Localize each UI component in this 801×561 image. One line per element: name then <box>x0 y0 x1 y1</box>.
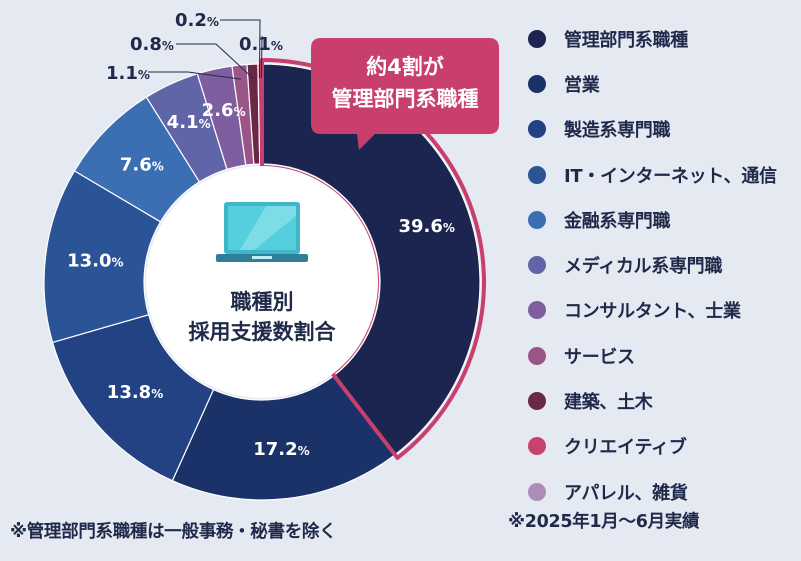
footnote-period: ※2025年1月〜6月実績 <box>508 512 700 532</box>
legend-item: 管理部門系職種 <box>528 16 798 61</box>
legend-swatch <box>528 346 546 365</box>
slice-label-9: 0.8% <box>130 34 174 55</box>
legend-swatch <box>528 256 546 275</box>
legend-item: サービス <box>528 333 798 378</box>
center-label-line-2: 採用支援数割合 <box>189 320 337 344</box>
legend-label: サービス <box>564 346 635 368</box>
legend-label: 金融系専門職 <box>564 210 671 232</box>
legend-swatch <box>528 29 546 48</box>
legend-item: 営業 <box>528 61 798 106</box>
leader-line-10 <box>220 19 261 79</box>
slice-label-3: 13.8% <box>107 382 163 403</box>
callout-line-1: 約4割が <box>366 55 444 79</box>
legend-swatch <box>528 74 546 93</box>
legend-item: コンサルタント、士業 <box>528 288 798 333</box>
leader-lines <box>148 19 263 80</box>
slice-label-2: 17.2% <box>253 439 309 460</box>
slice-label-4: 13.0% <box>67 251 123 272</box>
leader-line-11 <box>260 35 263 79</box>
legend-item: IT・インターネット、通信 <box>528 152 798 197</box>
legend-swatch <box>528 301 546 320</box>
slice-label-7: 2.6% <box>202 100 246 121</box>
center-area: 職種別 採用支援数割合 <box>146 166 378 398</box>
slice-label-6: 4.1% <box>167 112 211 133</box>
legend-label: コンサルタント、士業 <box>564 301 741 323</box>
legend-swatch <box>528 210 546 229</box>
legend-item: 金融系専門職 <box>528 197 798 242</box>
slice-label-10: 0.2% <box>175 10 219 31</box>
callout-line-2: 管理部門系職種 <box>332 87 479 111</box>
legend-item: クリエイティブ <box>528 424 798 469</box>
slice-label-1: 39.6% <box>398 216 454 237</box>
monitor-icon <box>216 202 308 262</box>
legend-swatch <box>528 120 546 139</box>
legend-item: 製造系専門職 <box>528 107 798 152</box>
legend-swatch <box>528 165 546 184</box>
footnote-exclusion: ※管理部門系職種は一般事務・秘書を除く <box>10 522 337 542</box>
legend-swatch <box>528 437 546 456</box>
legend-item: メディカル系専門職 <box>528 242 798 287</box>
callout-shape <box>311 38 499 150</box>
legend-item: アパレル、雑貨 <box>528 469 798 514</box>
slice-2 <box>171 374 396 501</box>
legend-swatch <box>528 392 546 411</box>
legend-label: 建築、土木 <box>564 392 653 414</box>
legend-label: 製造系専門職 <box>564 120 671 142</box>
legend-label: クリエイティブ <box>564 437 687 459</box>
legend-item: 建築、土木 <box>528 378 798 423</box>
center-disc <box>146 166 378 398</box>
slice-label-5: 7.6% <box>120 155 164 176</box>
legend-label: アパレル、雑貨 <box>564 482 688 504</box>
slice-labels: 39.6% 17.2% 13.8% 13.0% 7.6% 4.1%2.6% 1.1% 0.8%… <box>67 10 455 460</box>
legend-label: メディカル系専門職 <box>564 256 723 278</box>
legend: 管理部門系職種 営業製造系専門職 IT・インターネット、通信 金融系専門職メディカル系… <box>528 16 798 514</box>
legend-label: 管理部門系職種 <box>564 29 688 51</box>
leader-line-8 <box>148 71 241 80</box>
donut-slices <box>43 63 481 501</box>
slice-label-11: 0.1% <box>239 34 283 55</box>
legend-label: 営業 <box>564 74 600 96</box>
slice-label-8: 1.1% <box>106 63 150 84</box>
center-label-line-1: 職種別 <box>231 290 294 314</box>
leader-line-9 <box>176 43 254 79</box>
legend-swatch <box>528 482 546 501</box>
legend-label: IT・インターネット、通信 <box>564 165 777 187</box>
